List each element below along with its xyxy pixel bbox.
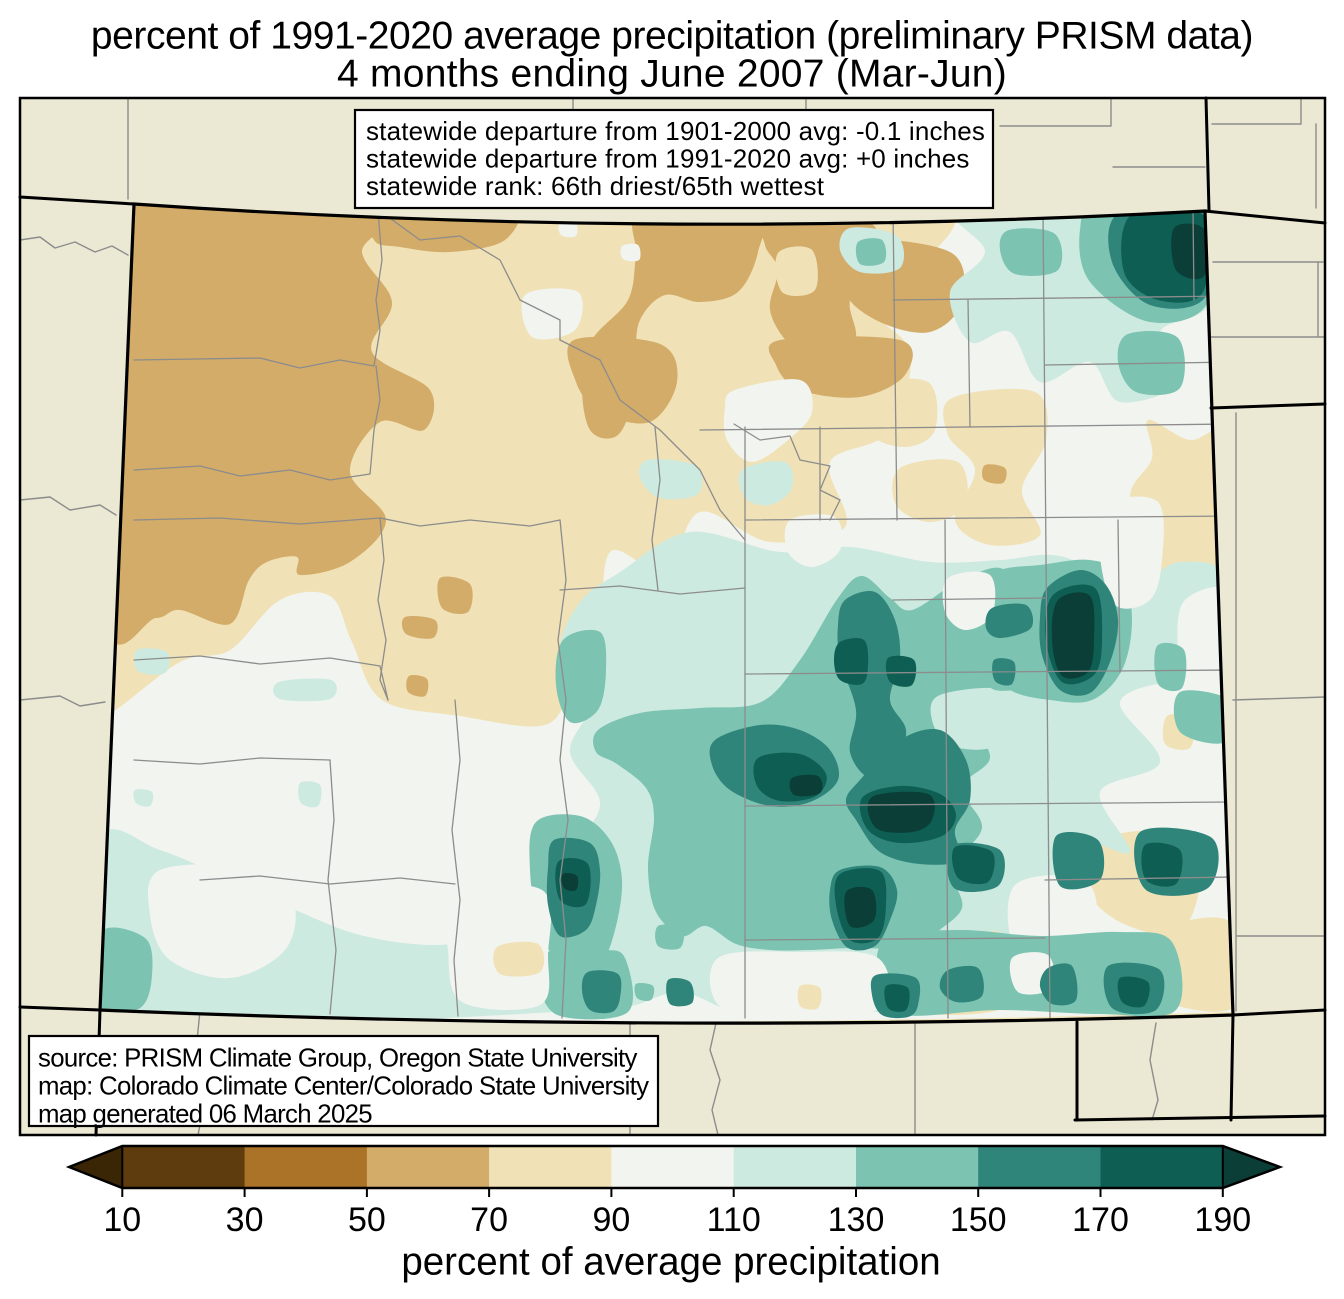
svg-text:90: 90 <box>592 1201 630 1239</box>
svg-text:130: 130 <box>828 1201 885 1239</box>
svg-text:170: 170 <box>1072 1201 1129 1239</box>
svg-text:10: 10 <box>103 1201 141 1239</box>
svg-text:190: 190 <box>1194 1201 1251 1239</box>
svg-text:statewide rank: 66th driest/65: statewide rank: 66th driest/65th wettest <box>366 171 825 201</box>
svg-text:110: 110 <box>707 1201 761 1239</box>
svg-text:source: PRISM Climate Group, O: source: PRISM Climate Group, Oregon Stat… <box>38 1045 638 1073</box>
svg-text:percent of 1991-2020 average p: percent of 1991-2020 average precipitati… <box>91 15 1253 58</box>
svg-text:statewide departure from 1901-: statewide departure from 1901-2000 avg: … <box>366 116 985 146</box>
svg-text:statewide departure from 1991-: statewide departure from 1991-2020 avg: … <box>366 144 970 174</box>
svg-text:50: 50 <box>348 1201 386 1239</box>
svg-text:map: Colorado Climate Center/C: map: Colorado Climate Center/Colorado St… <box>38 1072 649 1100</box>
svg-text:150: 150 <box>950 1201 1007 1239</box>
svg-text:70: 70 <box>470 1201 508 1239</box>
svg-text:30: 30 <box>226 1201 264 1239</box>
svg-text:4 months ending June 2007 (Mar: 4 months ending June 2007 (Mar-Jun) <box>337 53 1007 96</box>
svg-text:map generated 06 March 2025: map generated 06 March 2025 <box>38 1100 372 1128</box>
svg-text:percent of average precipitati: percent of average precipitation <box>401 1241 940 1284</box>
